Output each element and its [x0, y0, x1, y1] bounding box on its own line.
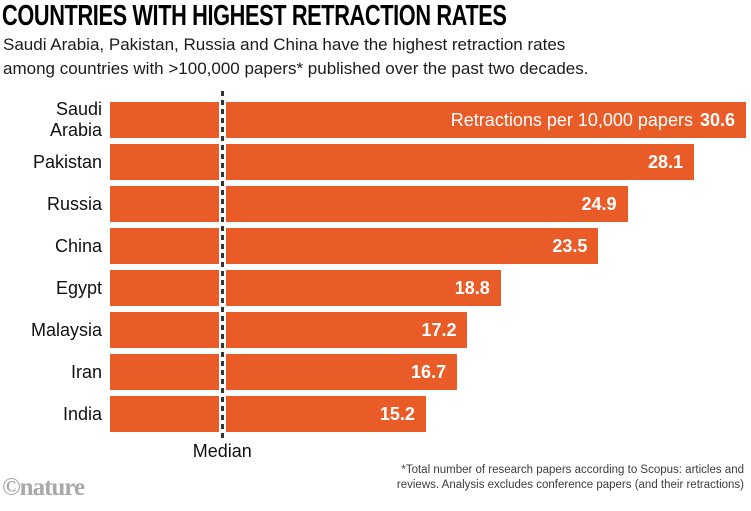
bar-value-label: 28.1: [647, 151, 684, 172]
median-dash: [220, 91, 224, 438]
chart-subtitle: Saudi Arabia, Pakistan, Russia and China…: [3, 33, 588, 81]
bar-value-label: 16.7: [411, 361, 447, 382]
bar-value-label: 30.6: [699, 109, 735, 130]
footnote-line-1: *Total number of research papers accordi…: [401, 464, 744, 476]
subtitle-line-1: Saudi Arabia, Pakistan, Russia and China…: [3, 35, 566, 54]
bar: 18.8: [110, 270, 501, 306]
footnote: *Total number of research papers accordi…: [397, 463, 744, 493]
bar-row: China 23.5: [0, 228, 751, 264]
bar-annotation: Retractions per 10,000 papers: [450, 109, 693, 130]
country-label: China: [54, 235, 102, 256]
bar-row: Pakistan 28.1: [0, 144, 751, 180]
bar-value-label: 18.8: [454, 277, 490, 298]
bar-value-label: 15.2: [379, 403, 415, 424]
bar-row: Egypt 18.8: [0, 270, 751, 306]
subtitle-line-2: among countries with >100,000 papers* pu…: [3, 59, 589, 78]
country-label: Egypt: [55, 277, 102, 298]
country-label: India: [62, 403, 102, 424]
bar: 17.2: [110, 312, 468, 348]
chart: Saudi Arabia Retractions per 10,000 paper…: [0, 99, 751, 438]
median-label: Median: [192, 441, 252, 461]
bar-row: Saudi Arabia Retractions per 10,000 paper…: [0, 99, 751, 140]
bar-row: Malaysia 17.2: [0, 312, 751, 348]
country-label: Iran: [70, 361, 102, 382]
bar-value-label: 17.2: [421, 319, 457, 340]
country-label: Pakistan: [32, 151, 102, 172]
footnote-line-2: reviews. Analysis excludes conference pa…: [396, 479, 744, 491]
bar-row: India 15.2: [0, 396, 751, 432]
bar: 16.7: [110, 354, 458, 390]
country-label: Russia: [46, 193, 102, 214]
bar-value-label: 24.9: [581, 193, 617, 214]
bar: 23.5: [110, 228, 599, 264]
bar: 15.2: [110, 396, 426, 432]
bar: 24.9: [110, 186, 628, 222]
median-line: [218, 91, 226, 438]
bar: 28.1: [110, 144, 695, 180]
page-title: COUNTRIES WITH HIGHEST RETRACTION RATES: [2, 0, 507, 32]
bar-value-label: 23.5: [552, 235, 588, 256]
nature-logo: ©nature: [2, 474, 85, 501]
bar-row: Russia 24.9: [0, 186, 751, 222]
country-label: Saudi Arabia: [49, 99, 102, 140]
bar-row: Iran 16.7: [0, 354, 751, 390]
bar: Retractions per 10,000 papers 30.6: [110, 102, 746, 138]
country-label: Malaysia: [30, 319, 102, 340]
